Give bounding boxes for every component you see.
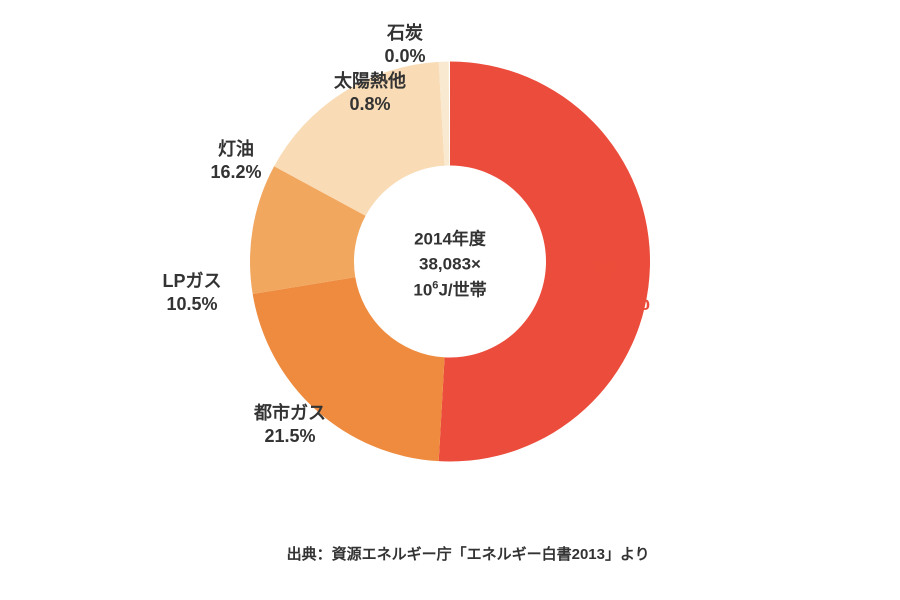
slice-pct-citygas: 21.5%: [254, 425, 326, 448]
donut-center-text: 2014年度 38,083× 106J/世帯: [413, 226, 486, 303]
slice-pct-lpgas: 10.5%: [162, 293, 221, 316]
source-note: 出典：資源エネルギー庁「エネルギー白書2013」より: [287, 543, 650, 564]
slice-label-coal: 石炭 0.0%: [384, 22, 425, 69]
slice-pct-solar: 0.8%: [334, 93, 406, 116]
slice-label-lpgas: LPガス 10.5%: [162, 270, 221, 317]
slice-name-citygas: 都市ガス: [254, 402, 326, 425]
slice-label-citygas: 都市ガス 21.5%: [254, 402, 326, 449]
slice-name-kerosene: 灯油: [210, 138, 261, 161]
center-line-2: 38,083×: [413, 251, 486, 277]
center-line-1: 2014年度: [413, 226, 486, 252]
slice-label-kerosene: 灯油 16.2%: [210, 138, 261, 185]
slice-label-electric: 電気 50.9%: [582, 256, 650, 318]
slice-pct-kerosene: 16.2%: [210, 161, 261, 184]
slice-name-lpgas: LPガス: [162, 270, 221, 293]
slice-name-electric: 電気: [582, 256, 650, 287]
slice-name-coal: 石炭: [384, 22, 425, 45]
center-line-3: 106J/世帯: [413, 277, 486, 303]
slice-label-solar: 太陽熱他 0.8%: [334, 70, 406, 117]
slice-pct-coal: 0.0%: [384, 45, 425, 68]
slice-name-solar: 太陽熱他: [334, 70, 406, 93]
slice-pct-electric: 50.9%: [582, 287, 650, 318]
